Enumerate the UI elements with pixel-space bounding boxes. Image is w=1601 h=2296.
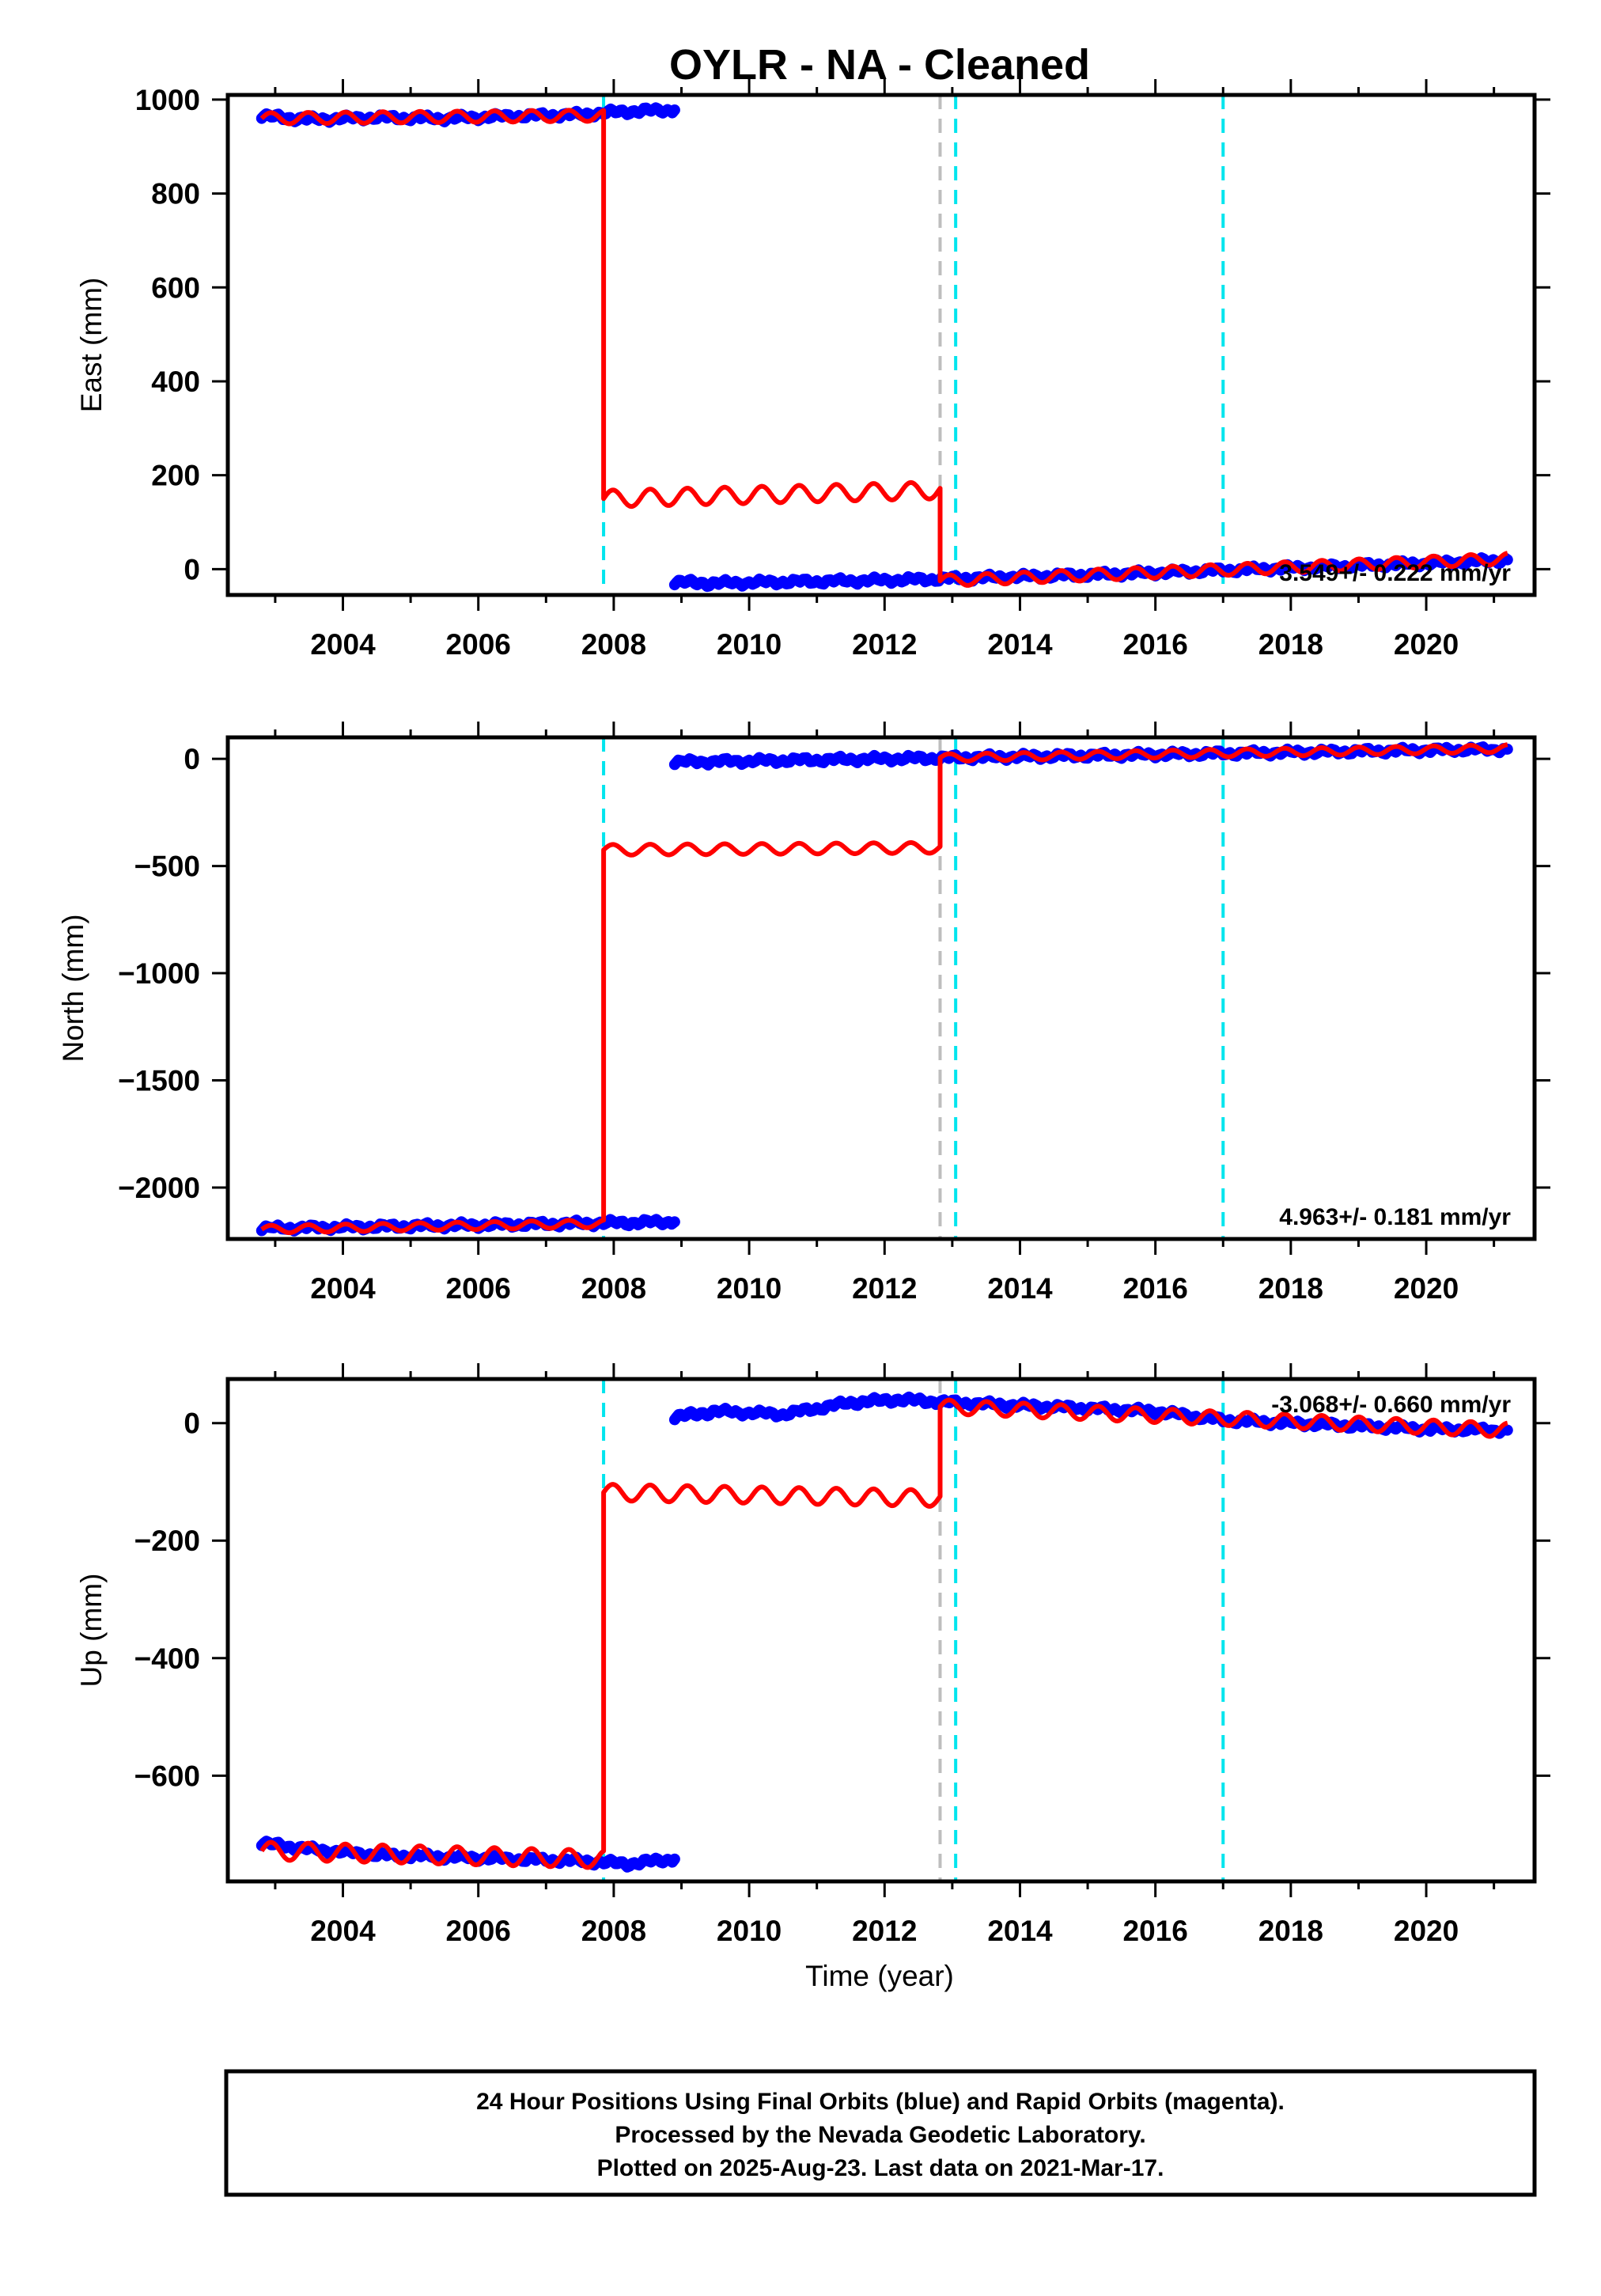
panel-east: 2004 2006 2008 2010 2012 2014 2016 2018 2020 0 200… bbox=[75, 79, 1550, 661]
plot-frame bbox=[225, 1377, 1537, 1884]
x-tick-label: 2012 bbox=[852, 1272, 917, 1305]
x-tick-label: 2008 bbox=[581, 1915, 646, 1947]
y-tick-label: −1500 bbox=[118, 1065, 200, 1097]
x-tick-label: 2008 bbox=[581, 1272, 646, 1305]
footer-line-3: Plotted on 2025-Aug-23. Last data on 202… bbox=[597, 2155, 1164, 2181]
data-layer bbox=[255, 102, 1513, 593]
x-tick-label: 2006 bbox=[446, 1915, 511, 1947]
y-axis-label: East (mm) bbox=[75, 278, 108, 413]
x-tick-label: 2006 bbox=[446, 1272, 511, 1305]
x-tick-label: 2020 bbox=[1394, 1272, 1459, 1305]
x-tick-label: 2008 bbox=[581, 628, 646, 661]
model-line bbox=[259, 108, 1508, 588]
x-tick-label: 2014 bbox=[987, 1915, 1053, 1947]
y-tick-label: 600 bbox=[151, 271, 200, 304]
panel-up: 2004 2006 2008 2010 2012 2014 2016 2018 2020 0 −20… bbox=[75, 1363, 1550, 1947]
plot-frame bbox=[225, 93, 1537, 597]
y-tick-label: −1000 bbox=[118, 957, 200, 990]
x-tick-label: 2010 bbox=[717, 628, 782, 661]
chart-title: OYLR - NA - Cleaned bbox=[669, 41, 1090, 89]
x-tick-label: 2010 bbox=[717, 1272, 782, 1305]
y-axis-label: Up (mm) bbox=[75, 1574, 108, 1688]
y-tick-label: −200 bbox=[134, 1525, 200, 1557]
x-tick-label: 2014 bbox=[987, 1272, 1053, 1305]
x-tick-label: 2018 bbox=[1258, 628, 1323, 661]
x-tick-label: 2016 bbox=[1123, 1915, 1188, 1947]
x-tick-label: 2016 bbox=[1123, 1272, 1188, 1305]
panels: 2004 2006 2008 2010 2012 2014 2016 2018 20200200… bbox=[57, 79, 1550, 1947]
y-tick-label: 200 bbox=[151, 460, 200, 492]
velocity-label: -3.068+/- 0.660 mm/yr bbox=[1271, 1392, 1511, 1418]
x-tick-label: 2018 bbox=[1258, 1272, 1323, 1305]
y-tick-label: 800 bbox=[151, 178, 200, 210]
y-axis-label: North (mm) bbox=[57, 914, 89, 1062]
x-tick-label: 2020 bbox=[1394, 1915, 1459, 1947]
plot-frame bbox=[225, 735, 1537, 1241]
y-tick-label: −500 bbox=[134, 851, 200, 883]
y-tick-label: 400 bbox=[151, 366, 200, 398]
x-tick-label: 2020 bbox=[1394, 628, 1459, 661]
data-layer bbox=[255, 741, 1513, 1237]
x-tick-label: 2012 bbox=[852, 1915, 917, 1947]
x-axis-label: Time (year) bbox=[805, 1960, 954, 1992]
footer-box: 24 Hour Positions Using Final Orbits (bl… bbox=[224, 2069, 1537, 2197]
y-tick-label: 0 bbox=[184, 553, 200, 585]
x-tick-label: 2004 bbox=[310, 628, 376, 661]
x-tick-label: 2018 bbox=[1258, 1915, 1323, 1947]
model-line bbox=[259, 742, 1508, 1236]
model-line bbox=[259, 1397, 1508, 1870]
x-tick-label: 2004 bbox=[310, 1272, 376, 1305]
footer-line-2: Processed by the Nevada Geodetic Laborat… bbox=[615, 2122, 1145, 2148]
x-tick-label: 2004 bbox=[310, 1915, 376, 1947]
panel-north: 2004 2006 2008 2010 2012 2014 2016 2018 2020 0 −50… bbox=[57, 722, 1550, 1305]
data-layer bbox=[255, 1391, 1513, 1873]
y-tick-label: 0 bbox=[184, 1408, 200, 1440]
velocity-label: 4.963+/- 0.181 mm/yr bbox=[1279, 1204, 1511, 1230]
y-tick-label: 0 bbox=[184, 743, 200, 775]
x-tick-label: 2014 bbox=[987, 628, 1053, 661]
velocity-label: 3.549+/- 0.222 mm/yr bbox=[1279, 560, 1511, 586]
y-tick-label: −600 bbox=[134, 1760, 200, 1792]
x-tick-label: 2012 bbox=[852, 628, 917, 661]
x-tick-label: 2010 bbox=[717, 1915, 782, 1947]
y-tick-label: −2000 bbox=[118, 1172, 200, 1204]
y-tick-label: 1000 bbox=[135, 84, 200, 116]
y-tick-label: −400 bbox=[134, 1642, 200, 1675]
x-tick-label: 2006 bbox=[446, 628, 511, 661]
footer-line-1: 24 Hour Positions Using Final Orbits (bl… bbox=[476, 2089, 1285, 2115]
x-tick-label: 2016 bbox=[1123, 628, 1188, 661]
